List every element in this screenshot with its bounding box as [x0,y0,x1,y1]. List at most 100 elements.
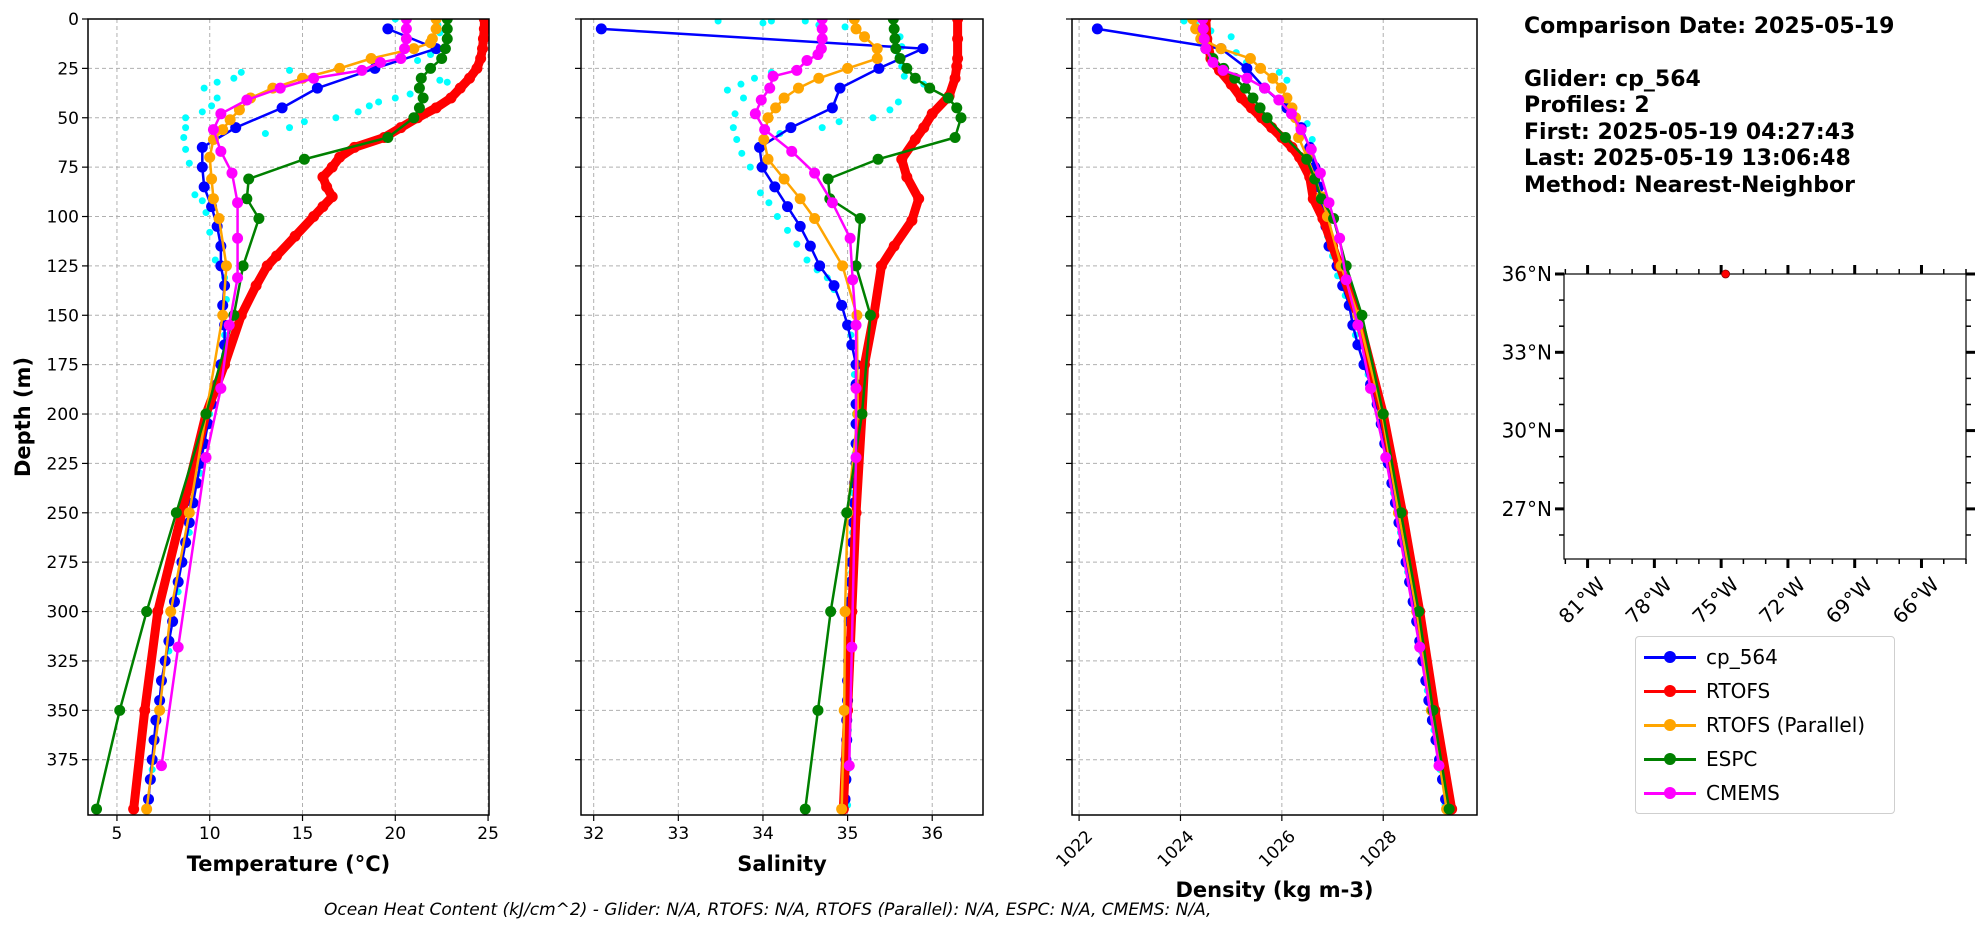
map-lon-label: 66°W [1888,572,1944,628]
glider-profile-point [414,56,422,64]
y-tick-label: 50 [57,109,79,129]
data-point [854,212,866,224]
data-point [782,201,794,213]
data-point [223,319,235,331]
glider-profile-point [1308,135,1316,143]
data-point [1207,56,1219,68]
data-point [308,211,320,223]
legend-label: CMEMS [1706,781,1780,805]
legend-item-espc: ESPC [1636,744,1757,774]
data-point [413,82,425,94]
glider-profile-point [391,94,399,102]
data-point [1413,606,1425,618]
series-espc [91,19,453,815]
data-point [226,167,238,179]
method: Method: Nearest-Neighbor [1524,172,1855,198]
x-tick-label: 1022 [1052,827,1097,872]
glider-profile-point [300,118,308,126]
data-point [793,82,805,94]
glider-profile-point [185,159,193,167]
data-point [843,760,855,772]
data-point [1334,232,1346,244]
data-point [217,124,229,136]
data-point [1187,19,1199,25]
data-point [875,260,887,272]
data-point [1091,23,1103,35]
data-point [233,104,245,116]
data-point [1356,309,1368,321]
data-point [872,153,884,165]
glider-profile-point [286,124,294,132]
series-line [1201,19,1441,766]
series-rtofs-parallel- [758,19,883,815]
glider-profile-point [886,106,894,114]
data-point [859,359,871,371]
legend-item-rtofs-parallel: RTOFS (Parallel) [1636,710,1865,740]
ocean [1564,274,1966,559]
y-tick-label: 200 [47,405,79,425]
series-line [160,19,408,766]
data-point [848,19,860,25]
glider-profile-point [406,90,414,98]
map-lon-label: 81°W [1554,572,1610,628]
data-point [1245,102,1257,114]
data-point [791,64,803,76]
data-point [139,704,151,716]
series-line [754,19,858,766]
glider-profile-point [759,19,767,27]
panel-density: 1022 1024 1026 1028 Density (kg m-3) [1052,18,1478,902]
data-point [804,240,816,252]
y-tick-label: 300 [47,603,79,623]
data-point [141,803,153,815]
data-point [801,54,813,66]
x-tick-label: 15 [292,824,314,844]
data-point [439,43,451,55]
data-point [213,212,225,224]
data-point [759,124,771,136]
glider-profile-point [375,98,383,106]
data-point [317,201,329,213]
glider-profile-point [182,145,190,153]
data-point [828,280,840,292]
data-point [951,60,963,72]
data-point [230,122,242,134]
series-cmems [1197,19,1445,772]
bahamas-islands [1626,502,1694,559]
data-point [430,23,442,35]
glider-profile-point [801,19,809,25]
glider-profile-point [191,191,199,199]
data-point [289,230,301,242]
data-point [952,33,964,45]
data-point [224,114,236,126]
glider-profile-point [756,189,764,197]
data-point [200,451,212,463]
data-point [1377,408,1389,420]
data-point [794,220,806,232]
data-point [1197,19,1209,25]
data-point [949,132,961,144]
series-cmems [155,19,412,772]
data-point [755,94,767,106]
data-point [894,53,906,65]
data-point [1239,82,1251,94]
data-point [825,606,837,618]
data-point [1235,92,1247,104]
data-point [170,507,182,519]
data-point [812,704,824,716]
data-point [243,173,255,185]
glider-profile-point [773,213,781,221]
data-point [856,408,868,420]
data-point [888,240,900,252]
y-tick-label: 100 [47,208,79,228]
data-point [114,704,126,716]
glider-profile-point [1275,68,1283,76]
data-point [871,53,883,65]
data-point [408,112,420,124]
data-point [261,260,273,272]
data-point [152,606,164,618]
data-point [786,145,798,157]
legend-item-rtofs: RTOFS [1636,676,1770,706]
x-tick-label: 5 [112,824,123,844]
glider-profile-point [784,226,792,234]
data-point [851,309,863,321]
